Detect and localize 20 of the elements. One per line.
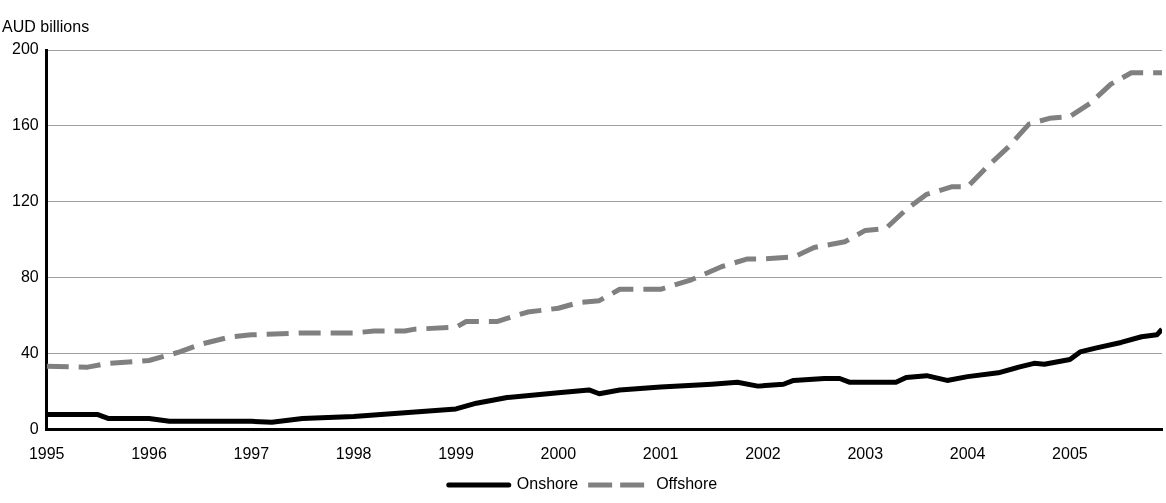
y-tick-label: 160 [11, 116, 39, 134]
x-tick-label: 1997 [233, 444, 270, 462]
x-tick-label: 1995 [28, 444, 65, 462]
x-tick-label: 1996 [131, 444, 167, 462]
x-tick-label: 2003 [847, 444, 884, 462]
x-tick-label: 2001 [642, 444, 679, 462]
legend-label: Onshore [516, 475, 579, 493]
x-tick-label: 2004 [949, 444, 986, 462]
y-tick-label: 200 [11, 40, 39, 58]
x-tick-label: 1998 [335, 444, 372, 462]
y-tick-label: 80 [20, 268, 39, 286]
x-tick-label: 1999 [438, 444, 474, 462]
legend-label: Offshore [656, 475, 718, 493]
y-tick-label: 40 [20, 344, 39, 362]
x-tick-label: 2005 [1052, 444, 1088, 462]
y-tick-label: 120 [11, 192, 39, 210]
x-tick-label: 2000 [540, 444, 577, 462]
x-tick-label: 2002 [745, 444, 781, 462]
y-tick-label: 0 [29, 420, 39, 438]
y-axis-title: AUD billions [2, 18, 90, 36]
